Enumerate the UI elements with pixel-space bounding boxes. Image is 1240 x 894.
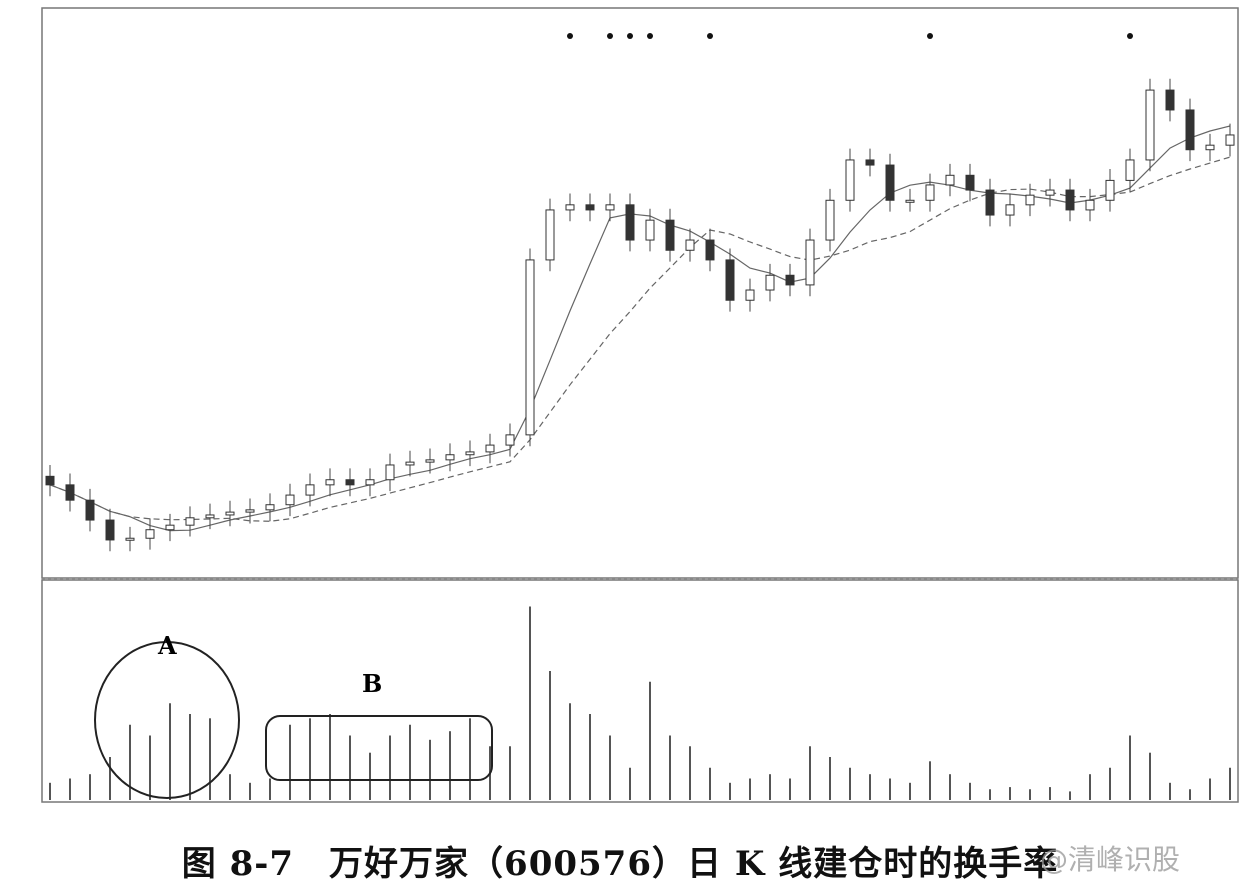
- candle-body: [85, 499, 95, 521]
- candle-body: [985, 189, 995, 216]
- candle-body: [1165, 89, 1175, 111]
- figure-caption: 图 8-7 万好万家（600576）日 K 线建仓时的换手率: [181, 844, 1059, 884]
- candle-body: [825, 199, 835, 241]
- candle-body: [885, 164, 895, 201]
- candle-body: [405, 461, 415, 466]
- candle-body: [465, 451, 475, 456]
- candle-body: [945, 174, 955, 186]
- turnover-panel: [41, 579, 1239, 803]
- candle-body: [105, 519, 115, 541]
- candle-body: [125, 537, 135, 541]
- signal-marker: [1127, 33, 1133, 39]
- stock-chart: A B: [41, 7, 1239, 803]
- candle-body: [1025, 194, 1035, 206]
- candle-body: [325, 479, 335, 486]
- candle-body: [185, 517, 195, 526]
- candle-body: [305, 484, 315, 496]
- annotation-a-label: A: [157, 631, 177, 660]
- candle-body: [45, 475, 55, 486]
- candle-body: [385, 464, 395, 481]
- moving-average-line: [49, 125, 1231, 532]
- candle-body: [345, 479, 355, 486]
- candle-body: [745, 289, 755, 301]
- candle-body: [1125, 159, 1135, 181]
- candle-body: [645, 219, 655, 241]
- signal-marker: [927, 33, 933, 39]
- candle-body: [1085, 199, 1095, 211]
- candle-body: [505, 434, 515, 446]
- candle-body: [845, 159, 855, 201]
- candle-body: [665, 219, 675, 251]
- candle-body: [225, 511, 235, 516]
- candle-body: [625, 204, 635, 241]
- annotation-b-box: [265, 715, 493, 781]
- candle-body: [725, 259, 735, 301]
- candle-body: [1185, 109, 1195, 151]
- candle-body: [705, 239, 715, 261]
- candle-body: [365, 479, 375, 486]
- candle-body: [285, 494, 295, 506]
- candle-body: [265, 504, 275, 511]
- moving-average-line: [49, 156, 1231, 522]
- candle-body: [1225, 134, 1235, 146]
- candle-body: [545, 209, 555, 261]
- candle-body: [1205, 144, 1215, 151]
- candle-body: [205, 514, 215, 519]
- candle-body: [965, 174, 975, 191]
- signal-marker: [567, 33, 573, 39]
- candle-body: [145, 529, 155, 539]
- candle-body: [425, 459, 435, 463]
- signal-marker: [607, 33, 613, 39]
- candle-body: [445, 454, 455, 461]
- candle-body: [925, 184, 935, 201]
- candle-body: [485, 444, 495, 453]
- candle-body: [905, 199, 915, 203]
- watermark: @清峰识股: [1040, 843, 1181, 876]
- candle-body: [605, 204, 615, 211]
- candle-body: [865, 159, 875, 166]
- candle-body: [245, 509, 255, 513]
- candle-body: [1005, 204, 1015, 216]
- candle-body: [585, 204, 595, 211]
- annotation-b-label: B: [362, 669, 382, 698]
- candle-body: [525, 259, 535, 436]
- annotation-a-circle: [94, 641, 240, 799]
- candle-body: [165, 524, 175, 531]
- candle-body: [765, 274, 775, 291]
- candle-body: [1145, 89, 1155, 161]
- candle-body: [1105, 179, 1115, 201]
- candle-body: [1045, 189, 1055, 196]
- signal-marker: [707, 33, 713, 39]
- candle-body: [1065, 189, 1075, 211]
- price-panel: [41, 7, 1239, 579]
- candle-body: [805, 239, 815, 286]
- signal-marker: [627, 33, 633, 39]
- candle-body: [785, 274, 795, 286]
- candle-body: [565, 204, 575, 211]
- signal-marker: [647, 33, 653, 39]
- candle-body: [685, 239, 695, 251]
- candle-body: [65, 484, 75, 501]
